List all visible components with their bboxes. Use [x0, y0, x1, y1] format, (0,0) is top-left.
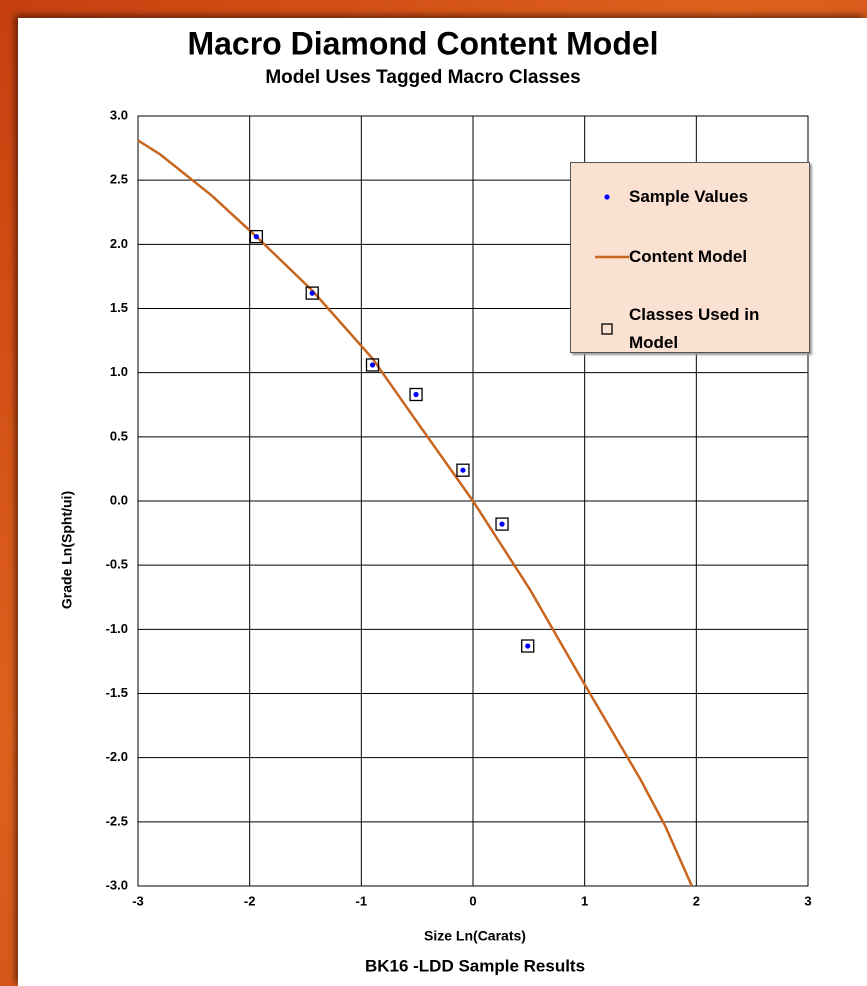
class-marker — [249, 229, 264, 244]
legend-label: Classes Used in Model — [629, 305, 760, 352]
class-marker — [495, 517, 509, 531]
caption: BK16 -LDD Sample Results — [365, 956, 585, 975]
class-marker — [305, 286, 319, 300]
legend-swatch — [595, 255, 629, 259]
y-tick-label: 2.0 — [110, 236, 128, 251]
x-tick-label: -3 — [132, 893, 144, 908]
sample-point — [309, 290, 315, 296]
y-tick-label: -1.5 — [106, 685, 128, 700]
x-axis-label: Size Ln(Carats) — [424, 928, 526, 944]
y-tick-label: 2.5 — [110, 172, 128, 187]
y-axis-label: Grade Ln(Spht/ui) — [59, 491, 75, 609]
content-model-line — [137, 139, 694, 887]
x-tick-label: 3 — [804, 893, 811, 908]
legend-label: Content Model — [629, 247, 748, 266]
legend-symbol — [571, 250, 629, 264]
chart-subtitle: Model Uses Tagged Macro Classes — [265, 67, 580, 88]
y-tick-label: 0.0 — [110, 492, 128, 507]
y-tick-label: 1.0 — [110, 364, 128, 379]
legend-item: Sample Values — [571, 183, 809, 211]
legend-item: Content Model — [571, 243, 809, 271]
y-tick-label: 0.5 — [110, 428, 128, 443]
class-marker — [456, 463, 470, 477]
sample-point — [253, 234, 259, 240]
sample-point — [413, 391, 419, 398]
y-tick-label: -3.0 — [106, 877, 128, 892]
class-marker — [521, 639, 535, 653]
sample-point — [499, 521, 505, 527]
sample-point — [460, 467, 466, 473]
legend: Sample Values Content Model Classes Used i… — [570, 162, 810, 353]
legend-symbol — [571, 322, 629, 336]
y-tick-label: -2.0 — [106, 749, 128, 764]
class-marker — [365, 358, 380, 372]
x-tick-label: -2 — [244, 893, 256, 908]
x-tick-label: 1 — [581, 893, 588, 908]
legend-swatch — [604, 194, 610, 200]
chart-title: Macro Diamond Content Model — [187, 25, 658, 61]
x-tick-label: -1 — [356, 893, 368, 908]
legend-item: Classes Used in Model — [571, 301, 809, 357]
y-tick-label: -0.5 — [106, 557, 128, 572]
legend-dot — [604, 194, 610, 200]
x-tick-label: 2 — [693, 893, 700, 908]
y-tick-label: 3.0 — [110, 107, 128, 122]
legend-square — [601, 323, 613, 335]
x-tick-label: 0 — [469, 893, 476, 908]
legend-label: Sample Values — [629, 187, 749, 206]
y-tick-label: -2.5 — [106, 813, 128, 828]
legend-swatch — [601, 323, 613, 335]
y-tick-label: -1.0 — [106, 621, 128, 636]
y-tick-label: 1.5 — [110, 300, 128, 315]
legend-symbol — [571, 190, 629, 204]
sample-point — [525, 643, 531, 649]
sample-point — [369, 362, 376, 368]
class-marker — [409, 387, 423, 402]
